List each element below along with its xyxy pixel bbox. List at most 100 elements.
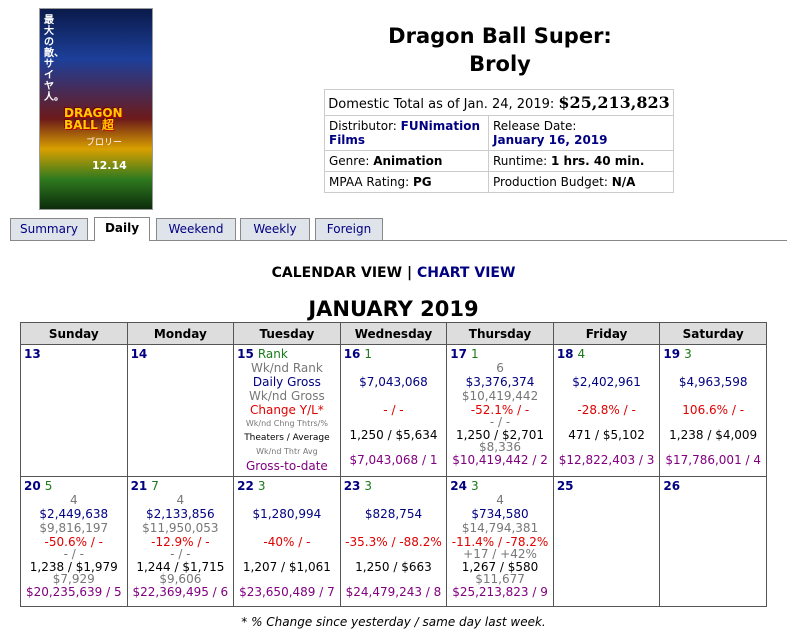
day-to-date[interactable]: $10,419,442 / 2 — [452, 453, 548, 467]
spacer — [344, 442, 444, 453]
mpaa-value: PG — [412, 175, 432, 189]
spacer — [663, 442, 763, 453]
day-wk-gross: Wk/nd Gross — [249, 389, 325, 403]
tab-daily[interactable]: Daily — [94, 217, 150, 241]
day-rank: 3 — [470, 479, 479, 493]
day-number: 14 — [130, 347, 148, 361]
day-to-date[interactable]: $25,213,823 / 9 — [452, 585, 548, 599]
day-header: 19 3 — [663, 347, 763, 361]
day-theaters: 1,238 / $4,009 — [669, 428, 758, 442]
day-wk-rank: 4 — [496, 493, 504, 507]
day-to-date[interactable]: $23,650,489 / 7 — [239, 585, 335, 599]
day-gross[interactable]: $828,754 — [364, 507, 423, 521]
day-wk-chng: - / - — [489, 415, 511, 429]
poster-date: 12.14 — [92, 159, 127, 172]
release-date-link[interactable]: January 16, 2019 — [493, 133, 608, 147]
movie-title-line1: Dragon Ball Super: — [388, 24, 612, 48]
spacer — [557, 361, 657, 375]
tab-foreign[interactable]: Foreign — [315, 218, 383, 240]
mpaa-cell: MPAA Rating: PG — [324, 171, 489, 193]
day-number: 17 — [450, 347, 467, 361]
day-wk-chng: - / - — [63, 547, 84, 561]
month-title: JANUARY 2019 — [308, 297, 479, 321]
spacer — [344, 521, 444, 535]
day-to-date[interactable]: $20,235,639 / 5 — [25, 585, 122, 599]
day-header: 24 3 — [450, 479, 550, 493]
day-gross[interactable]: $4,963,598 — [678, 375, 748, 389]
day-gross[interactable]: $2,402,961 — [572, 375, 641, 389]
day-to-date[interactable]: $7,043,068 / 1 — [349, 453, 438, 467]
spacer — [237, 549, 337, 560]
tab-bar: Summary Daily Weekend Weekly Foreign — [10, 217, 787, 241]
day-theaters: 1,267 / $580 — [461, 560, 539, 574]
genre-value: Animation — [373, 154, 443, 168]
day-gross[interactable]: $734,580 — [471, 507, 529, 521]
day-change: -12.9% / - — [151, 535, 210, 549]
day-wk-gross: $11,950,053 — [142, 521, 219, 535]
day-header: 15 Rank — [237, 347, 337, 361]
tab-weekly[interactable]: Weekly — [240, 218, 310, 240]
day-gross[interactable]: $3,376,374 — [465, 375, 535, 389]
budget-value: N/A — [611, 175, 636, 189]
day-header: 21 7 — [131, 479, 231, 493]
weekday-thursday: Thursday — [446, 322, 554, 345]
movie-poster: 最大の敵、サイヤ人。 DRAGON BALL 超 ブロリー 12.14 — [39, 8, 153, 210]
spacer — [663, 389, 763, 403]
day-to-date[interactable]: $22,369,495 / 6 — [132, 585, 229, 599]
spacer — [557, 417, 657, 428]
day-header: 16 1 — [344, 347, 444, 361]
day-change: -52.1% / - — [470, 403, 530, 417]
spacer — [237, 574, 337, 585]
runtime-label: Runtime: — [493, 154, 548, 168]
calendar-day-cell: 14 — [126, 344, 235, 477]
distributor-label: Distributor: — [329, 119, 397, 133]
view-separator: | — [406, 265, 413, 281]
day-gross[interactable]: $1,280,994 — [252, 507, 322, 521]
day-to-date[interactable]: $24,479,243 / 8 — [345, 585, 442, 599]
tab-summary[interactable]: Summary — [10, 218, 88, 240]
day-wk-chng: +17 / +42% — [463, 547, 537, 561]
weekday-monday: Monday — [126, 322, 235, 345]
day-wk-thtr: $9,606 — [159, 572, 202, 586]
weekday-header-row: Sunday Monday Tuesday Wednesday Thursday… — [20, 322, 767, 345]
day-number: 21 — [130, 479, 148, 493]
spacer — [344, 493, 444, 507]
day-wk-rank: 6 — [496, 361, 504, 375]
calendar-day-cell: 21 7 4 $2,133,856 $11,950,053 -12.9% / -- / -… — [126, 476, 235, 607]
chart-view-link[interactable]: CHART VIEW — [416, 265, 516, 281]
day-header: 23 3 — [344, 479, 444, 493]
day-change: -40% / - — [263, 535, 311, 549]
day-header: 25 — [557, 479, 657, 493]
day-gross[interactable]: Daily Gross — [252, 375, 321, 389]
spacer — [557, 389, 657, 403]
calendar-day-cell: 13 — [20, 344, 128, 477]
day-change: Change Y/L* — [249, 403, 324, 417]
day-wk-thtr: $7,929 — [52, 572, 95, 586]
day-header: 18 4 — [557, 347, 657, 361]
day-rank: 7 — [151, 479, 159, 493]
day-gross[interactable]: $2,133,856 — [145, 507, 215, 521]
day-wk-thtr: Wk/nd Thtr Avg — [256, 447, 318, 456]
day-number: 15 — [237, 347, 254, 361]
calendar-day-cell: 18 4 $2,402,961 -28.8% / - 471 / $5,102 $… — [552, 344, 661, 477]
tab-weekend[interactable]: Weekend — [156, 218, 236, 240]
day-to-date[interactable]: $12,822,403 / 3 — [558, 453, 655, 467]
weekday-wednesday: Wednesday — [339, 322, 448, 345]
calendar-day-cell: 22 3 $1,280,994 -40% / - 1,207 / $1,061 $… — [233, 476, 341, 607]
day-to-date[interactable]: $17,786,001 / 4 — [665, 453, 762, 467]
calendar-day-cell: 24 3 4 $734,580 $14,794,381 -11.4% / -78.2% +1… — [446, 476, 554, 607]
day-theaters: 1,250 / $2,701 — [456, 428, 545, 442]
day-wk-thtr: $11,677 — [475, 572, 525, 586]
day-to-date[interactable]: Gross-to-date — [246, 459, 328, 473]
view-links: CALENDAR VIEW | CHART VIEW — [0, 265, 787, 281]
spacer — [344, 389, 444, 403]
poster-logo: DRAGON BALL 超 — [64, 106, 123, 132]
day-gross[interactable]: $7,043,068 — [359, 375, 428, 389]
spacer — [663, 361, 763, 375]
day-header: 22 3 — [237, 479, 337, 493]
distributor-link[interactable]: FUNimation Films — [329, 119, 481, 147]
spacer — [344, 417, 444, 428]
calendar-day-cell: 19 3 $4,963,598 106.6% / - 1,238 / $4,009… — [659, 344, 767, 477]
day-rank: 3 — [364, 479, 373, 493]
day-gross[interactable]: $2,449,638 — [39, 507, 109, 521]
